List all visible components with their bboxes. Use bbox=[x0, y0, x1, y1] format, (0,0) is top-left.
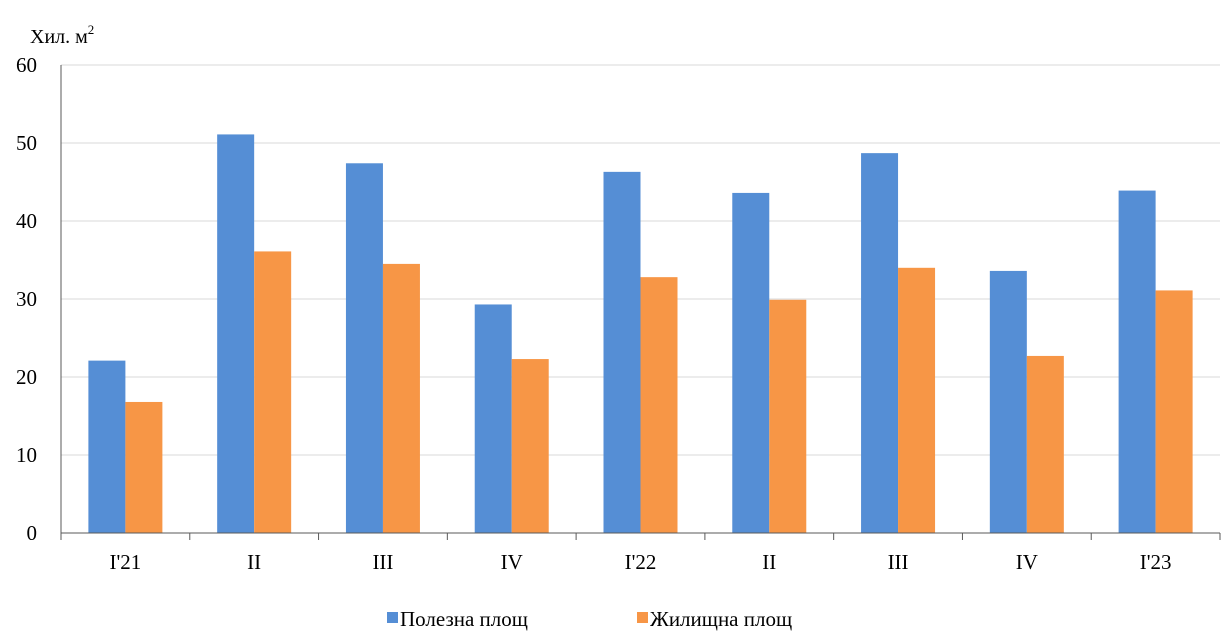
x-tick-label: II bbox=[247, 550, 261, 574]
bar-living-area bbox=[254, 251, 292, 534]
bar-usable-area bbox=[88, 360, 126, 533]
bar-usable-area bbox=[345, 163, 383, 533]
y-axis-unit-superscript: 2 bbox=[88, 22, 95, 37]
bar-living-area bbox=[898, 267, 936, 533]
legend-label: Полезна площ bbox=[400, 607, 528, 631]
bar-usable-area bbox=[1118, 190, 1156, 533]
y-axis-unit-text: Хил. м bbox=[30, 26, 88, 48]
bar-usable-area bbox=[732, 192, 770, 534]
x-tick-label: I'21 bbox=[109, 550, 141, 574]
y-tick-label: 40 bbox=[16, 209, 37, 233]
legend-label: Жилищна площ bbox=[650, 607, 792, 631]
bar-living-area bbox=[1026, 355, 1064, 533]
y-tick-label: 10 bbox=[16, 443, 37, 467]
y-tick-label: 0 bbox=[27, 521, 38, 545]
x-tick-label: III bbox=[888, 550, 909, 574]
y-tick-label: 30 bbox=[16, 287, 37, 311]
legend-swatch bbox=[637, 612, 648, 623]
bar-usable-area bbox=[217, 134, 255, 534]
bar-living-area bbox=[769, 299, 807, 533]
bar-living-area bbox=[640, 277, 678, 533]
bar-living-area bbox=[511, 359, 549, 533]
x-tick-label: IV bbox=[501, 550, 523, 574]
bars bbox=[88, 134, 1193, 534]
bar-usable-area bbox=[861, 153, 899, 533]
y-tick-label: 20 bbox=[16, 365, 37, 389]
bar-living-area bbox=[382, 263, 420, 533]
y-tick-label: 50 bbox=[16, 131, 37, 155]
bar-usable-area bbox=[603, 171, 641, 534]
x-tick-label: I'22 bbox=[625, 550, 657, 574]
bar-living-area bbox=[125, 401, 163, 533]
x-tick-label: II bbox=[762, 550, 776, 574]
legend-swatch bbox=[387, 612, 398, 623]
bar-living-area bbox=[1155, 290, 1193, 533]
y-tick-label: 60 bbox=[16, 53, 37, 77]
x-tick-label: IV bbox=[1016, 550, 1038, 574]
bar-usable-area bbox=[474, 304, 512, 533]
x-axis: I'21 II III IV I'22 II III IV I'23 bbox=[60, 65, 1221, 574]
x-tick-label: III bbox=[372, 550, 393, 574]
x-tick-label: I'23 bbox=[1140, 550, 1172, 574]
y-axis-ticks: 0 10 20 30 40 50 60 bbox=[16, 53, 37, 545]
y-axis-unit-label: Хил. м2 bbox=[30, 22, 94, 48]
legend: Полезна площ Жилищна площ bbox=[387, 607, 792, 631]
bar-usable-area bbox=[989, 270, 1027, 533]
